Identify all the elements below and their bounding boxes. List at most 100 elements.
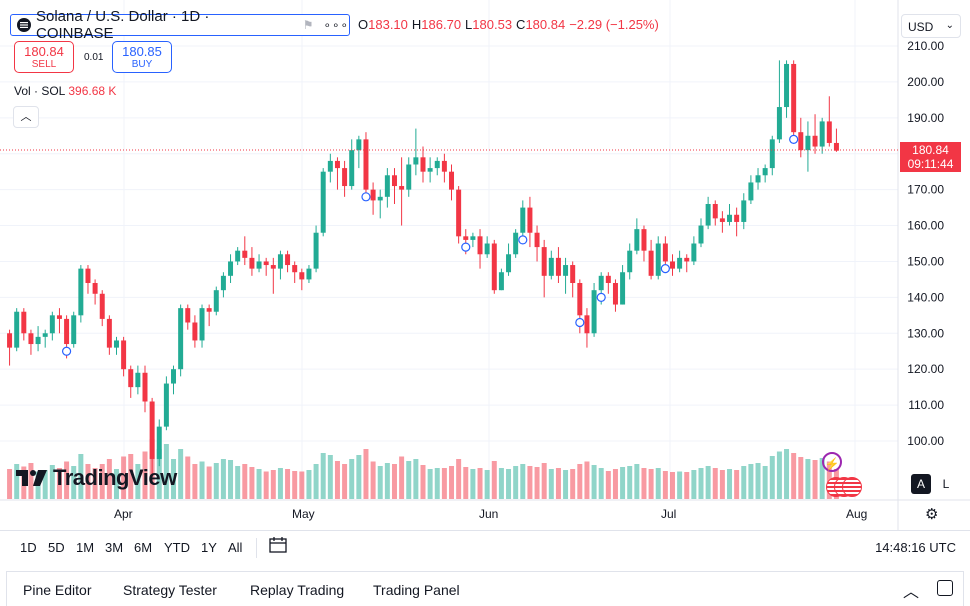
volume-bar xyxy=(413,459,419,499)
volume-bar xyxy=(14,464,20,499)
volume-bar xyxy=(249,467,255,499)
sell-button[interactable]: 180.84 SELL xyxy=(14,41,74,73)
candle-body xyxy=(577,283,583,316)
volume-bar xyxy=(591,465,597,499)
candle-body xyxy=(463,236,469,240)
volume-bar xyxy=(313,464,319,499)
volume-bar xyxy=(7,469,13,499)
candle-body xyxy=(563,265,569,276)
volume-bar xyxy=(49,465,55,499)
price-axis-label: 150.00 xyxy=(907,254,944,268)
candle xyxy=(826,96,832,147)
candle-body xyxy=(498,272,504,291)
range-6m-button[interactable]: 6M xyxy=(134,540,153,555)
volume-bar xyxy=(92,468,98,499)
candle-body xyxy=(819,121,825,147)
candle-body xyxy=(555,257,561,276)
range-1m-button[interactable]: 1M xyxy=(76,540,95,555)
candle-body xyxy=(798,132,804,151)
volume-bar xyxy=(128,454,134,499)
tab-replay-trading[interactable]: Replay Trading xyxy=(250,582,345,598)
candle-body xyxy=(605,275,611,283)
volume-bar xyxy=(56,468,62,499)
chevron-up-icon[interactable]: ︿ xyxy=(903,584,920,601)
event-marker-icon xyxy=(361,192,371,202)
candle xyxy=(156,419,162,467)
volume-bar xyxy=(648,469,654,499)
candle-body xyxy=(28,333,34,345)
flag-icon[interactable]: ⚑ xyxy=(302,18,314,32)
range-1y-button[interactable]: 1Y xyxy=(201,540,217,555)
candle xyxy=(669,254,675,276)
candle xyxy=(684,254,690,273)
candle xyxy=(570,261,576,298)
candle-body xyxy=(292,265,298,273)
auto-scale-button[interactable]: A xyxy=(911,474,931,494)
volume-bar xyxy=(677,471,683,499)
us-flag-icon[interactable] xyxy=(842,477,862,497)
candle xyxy=(49,311,55,341)
settings-gear-icon[interactable]: ⚙ xyxy=(925,506,939,523)
tradingview-logo[interactable]: TradingView xyxy=(16,465,177,491)
tab-trading-panel[interactable]: Trading Panel xyxy=(373,582,460,598)
volume-bar xyxy=(819,458,825,499)
candle-body xyxy=(427,168,433,172)
range-1d-button[interactable]: 1D xyxy=(20,540,37,555)
chart-bubble-icons[interactable]: ⚡ xyxy=(822,452,864,498)
volume-bar xyxy=(456,459,462,499)
volume-bar xyxy=(741,466,747,499)
range-5d-button[interactable]: 5D xyxy=(48,540,65,555)
candle-body xyxy=(406,164,412,190)
log-scale-button[interactable]: L xyxy=(942,477,950,491)
range-all-button[interactable]: All xyxy=(228,540,243,555)
volume-bar xyxy=(220,459,226,499)
candle-body xyxy=(748,182,754,201)
candle-body xyxy=(35,336,41,345)
event-marker-icon xyxy=(61,346,72,356)
candle xyxy=(612,279,618,312)
candle-body xyxy=(285,254,291,266)
utc-clock[interactable]: 14:48:16 UTC xyxy=(875,540,956,555)
price-axis-label: 100.00 xyxy=(907,434,944,448)
currency-select[interactable]: USD ⌄ xyxy=(901,14,961,38)
candle-body xyxy=(363,139,369,190)
volume-bar xyxy=(306,470,312,499)
candle xyxy=(755,168,761,190)
tab-pine-editor[interactable]: Pine Editor xyxy=(23,582,92,598)
candle-body xyxy=(712,204,718,219)
candle xyxy=(413,128,419,176)
candle-body xyxy=(776,107,782,140)
candle xyxy=(299,268,305,291)
candle xyxy=(306,265,312,283)
calendar-icon[interactable] xyxy=(268,536,288,557)
ellipsis-icon[interactable]: ∘∘∘ xyxy=(323,18,349,32)
volume-bar xyxy=(612,469,618,499)
collapse-legend-button[interactable]: ︿ xyxy=(13,106,39,128)
symbol-search[interactable]: Solana / U.S. Dollar · 1D · COINBASE ⚑ ∘… xyxy=(10,8,350,42)
candle xyxy=(491,239,497,294)
volume-bar xyxy=(434,468,440,499)
candle-body xyxy=(812,135,818,147)
volume-bar xyxy=(598,468,604,499)
buy-button[interactable]: 180.85 BUY xyxy=(112,41,172,73)
range-3m-button[interactable]: 3M xyxy=(105,540,124,555)
volume-bar xyxy=(277,468,283,499)
tab-strategy-tester[interactable]: Strategy Tester xyxy=(123,582,217,598)
price-axis: 210.00200.00190.00180.00170.00160.00150.… xyxy=(907,39,944,448)
maximize-panel-icon[interactable] xyxy=(937,580,953,596)
candle xyxy=(456,186,462,244)
volume-bar xyxy=(812,460,818,499)
volume-bar xyxy=(491,461,497,499)
candle xyxy=(270,257,276,294)
candle xyxy=(591,283,597,337)
candle xyxy=(92,279,98,305)
candle-body xyxy=(634,229,640,251)
range-ytd-button[interactable]: YTD xyxy=(164,540,190,555)
candle-body xyxy=(705,204,711,226)
lightning-icon[interactable]: ⚡ xyxy=(822,452,842,472)
candle-body xyxy=(156,426,162,459)
volume-bar xyxy=(99,464,105,499)
candle-body xyxy=(441,160,447,172)
price-chart[interactable]: 210.00200.00190.00180.00170.00160.00150.… xyxy=(0,0,970,530)
volume-bar xyxy=(384,463,390,499)
